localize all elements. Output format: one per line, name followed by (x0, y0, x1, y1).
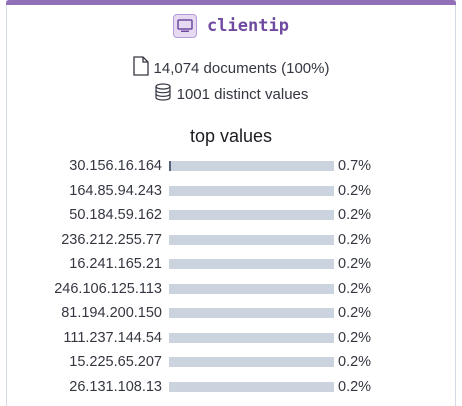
top-value-label: 111.237.144.54 (63, 329, 162, 346)
top-value-row[interactable]: 50.184.59.162 0.2% (0, 204, 462, 226)
top-value-percent: 0.2% (338, 305, 372, 321)
top-value-row[interactable]: 26.131.108.13 0.2% (0, 376, 462, 398)
top-value-bar (169, 161, 334, 171)
database-icon (154, 83, 172, 105)
top-value-percent: 0.2% (338, 256, 372, 272)
top-value-percent: 0.2% (338, 378, 372, 395)
distinct-count: 1001 distinct values (176, 85, 309, 103)
top-value-row[interactable]: 15.225.65.207 0.2% (0, 351, 462, 373)
field-name: clientip (207, 16, 289, 36)
top-value-bar (169, 332, 334, 343)
top-value-percent: 0.2% (338, 207, 372, 223)
top-values-title: top values (189, 126, 273, 146)
top-value-label: 26.131.108.13 (69, 378, 162, 395)
top-value-percent: 0.7% (338, 158, 372, 174)
top-value-row[interactable]: 236.212.255.77 0.2% (0, 229, 462, 251)
distinct-summary: 1001 distinct values (0, 83, 462, 105)
top-value-bar (169, 308, 334, 318)
documents-summary: 14,074 documents (100%) (0, 56, 462, 80)
top-value-label: 15.225.65.207 (69, 354, 162, 370)
top-value-label: 50.184.59.162 (69, 207, 162, 223)
top-value-row[interactable]: 111.237.144.54 0.2% (0, 327, 462, 349)
top-value-row[interactable]: 81.194.200.150 0.2% (0, 302, 462, 324)
top-value-row[interactable]: 164.85.94.243 0.2% (0, 180, 462, 202)
top-value-bar (169, 381, 334, 392)
top-value-percent: 0.2% (338, 280, 372, 297)
top-value-percent: 0.2% (338, 354, 372, 370)
top-value-label: 236.212.255.77 (61, 231, 162, 248)
ip-field-icon (173, 14, 198, 38)
top-value-label: 81.194.200.150 (61, 305, 162, 321)
top-value-bar (169, 185, 334, 196)
top-value-percent: 0.2% (338, 231, 372, 248)
top-value-label: 30.156.16.164 (69, 158, 162, 174)
top-value-percent: 0.2% (338, 329, 372, 346)
card-accent-bar (6, 0, 456, 5)
top-value-label: 164.85.94.243 (69, 182, 162, 199)
documents-count: 14,074 documents (100%) (153, 59, 330, 77)
top-value-bar (169, 210, 334, 220)
top-value-label: 16.241.165.21 (69, 256, 162, 272)
top-value-row[interactable]: 246.106.125.113 0.2% (0, 278, 462, 300)
top-value-bar (169, 234, 334, 245)
top-value-bar-fill (169, 161, 171, 171)
top-value-row[interactable]: 16.241.165.21 0.2% (0, 253, 462, 275)
top-value-bar (169, 357, 334, 367)
top-value-label: 246.106.125.113 (54, 280, 162, 297)
top-value-row[interactable]: 30.156.16.164 0.7% (0, 155, 462, 177)
document-icon (132, 56, 149, 80)
top-value-bar (169, 259, 334, 269)
top-value-bar (169, 283, 334, 294)
field-header: clientip (0, 14, 462, 38)
top-value-percent: 0.2% (338, 182, 372, 199)
